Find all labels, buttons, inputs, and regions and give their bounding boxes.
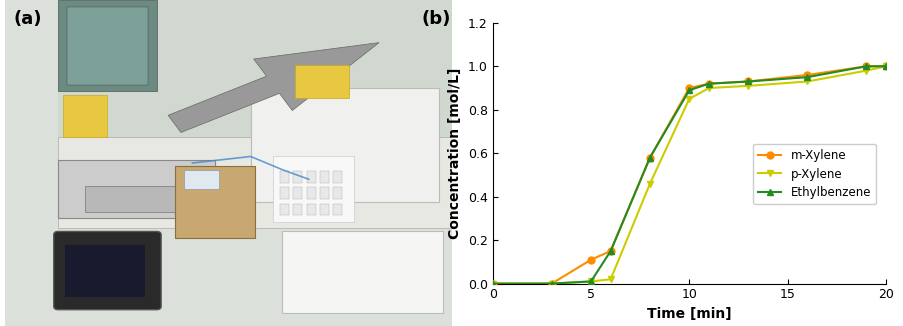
Bar [333,187,342,199]
Bar [320,204,329,215]
Bar [320,187,329,199]
p-Xylene [742,84,753,88]
p-Xylene [801,80,812,83]
Line: m-Xylene: m-Xylene [489,63,889,287]
Ethylbenzene [860,64,870,68]
Ethylbenzene [605,249,616,253]
m-Xylene [487,282,498,286]
Ethylbenzene [703,82,713,86]
Bar [58,0,452,147]
m-Xylene [703,82,713,86]
m-Xylene [644,156,655,159]
Bar [58,137,452,228]
Bar [306,171,315,183]
m-Xylene [585,258,596,262]
Bar [250,88,438,202]
Bar [333,171,342,183]
Bar [67,7,147,85]
Ethylbenzene [742,80,753,83]
Bar [320,171,329,183]
p-Xylene [703,86,713,90]
Bar [273,156,353,222]
p-Xylene [545,282,556,286]
p-Xylene [585,279,596,283]
Y-axis label: Concentration [mol/L]: Concentration [mol/L] [448,67,461,239]
Ethylbenzene [545,282,556,286]
Bar [282,231,442,313]
m-Xylene [684,86,694,90]
Bar [85,186,183,212]
Bar [65,244,145,297]
Bar [333,204,342,215]
Bar [293,171,302,183]
m-Xylene [742,80,753,83]
Bar [62,95,107,137]
Ethylbenzene [880,64,890,68]
Ethylbenzene [644,156,655,159]
m-Xylene [880,64,890,68]
m-Xylene [860,64,870,68]
Line: p-Xylene: p-Xylene [489,63,889,287]
FancyArrow shape [168,43,378,132]
Legend: m-Xylene, p-Xylene, Ethylbenzene: m-Xylene, p-Xylene, Ethylbenzene [752,144,875,204]
p-Xylene [487,282,498,286]
Bar [279,204,288,215]
m-Xylene [801,73,812,77]
Bar [293,204,302,215]
Bar [293,187,302,199]
Bar [295,65,349,98]
m-Xylene [545,282,556,286]
Bar [58,160,215,218]
p-Xylene [684,97,694,101]
Text: (a): (a) [14,10,42,28]
FancyBboxPatch shape [53,231,161,310]
Ethylbenzene [487,282,498,286]
Bar [306,187,315,199]
X-axis label: Time [min]: Time [min] [647,307,731,321]
Bar [279,187,288,199]
m-Xylene [605,249,616,253]
p-Xylene [880,64,890,68]
p-Xylene [860,69,870,73]
p-Xylene [605,277,616,281]
Bar [279,171,288,183]
Bar [174,166,255,238]
Text: (b): (b) [422,10,451,28]
Bar [306,204,315,215]
Ethylbenzene [801,75,812,79]
Ethylbenzene [585,279,596,283]
p-Xylene [644,182,655,185]
Bar [183,170,219,189]
Line: Ethylbenzene: Ethylbenzene [489,63,889,287]
Ethylbenzene [684,88,694,92]
Bar [58,0,156,91]
